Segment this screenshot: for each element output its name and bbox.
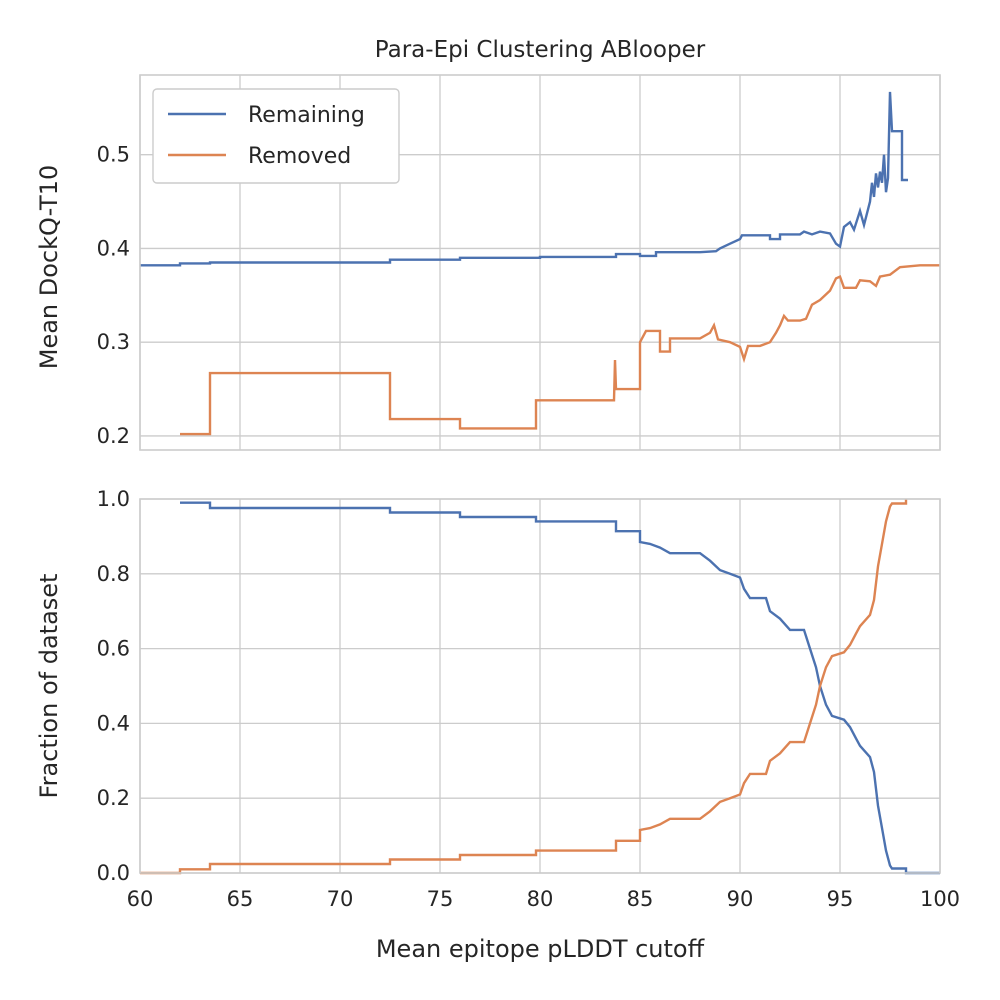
bottom-y-tick-label-3: 0.6: [97, 637, 130, 661]
top-y-tick-label-2: 0.4: [97, 236, 130, 260]
bottom-y-axis-label: Fraction of dataset: [35, 574, 63, 799]
legend-label-remaining: Remaining: [248, 103, 365, 128]
top-y-ticks: 0.2 0.3 0.4 0.5: [97, 143, 130, 448]
bottom-panel: 0.0 0.2 0.4 0.6 0.8 1.0 60 65 70 75 80 85 90 95 100 F…: [35, 487, 960, 963]
x-tick-label-7: 95: [827, 887, 854, 911]
top-panel: 0.2 0.3 0.4 0.5 Mean DockQ-T10 Remaining Re…: [35, 74, 941, 451]
x-tick-label-3: 75: [427, 887, 454, 911]
bottom-x-ticks: 60 65 70 75 80 85 90 95 100: [127, 887, 960, 911]
top-series-remaining-line: [140, 91, 908, 267]
legend: Remaining Removed: [152, 88, 400, 184]
bottom-plot-frame: [139, 498, 941, 874]
top-series-removed-line: [180, 264, 940, 436]
bottom-series-group: [140, 499, 940, 875]
x-tick-label-4: 80: [527, 887, 554, 911]
bottom-y-tick-label-1: 0.2: [97, 786, 130, 810]
bottom-series-remaining-line: [180, 501, 940, 875]
top-y-tick-label-0: 0.2: [97, 424, 130, 448]
top-y-axis-label: Mean DockQ-T10: [35, 165, 63, 370]
legend-label-removed: Removed: [248, 144, 351, 169]
bottom-x-axis-label: Mean epitope pLDDT cutoff: [376, 935, 705, 963]
top-chart-title: Para-Epi Clustering ABlooper: [375, 37, 706, 63]
legend-box: [152, 88, 400, 184]
bottom-y-tick-label-0: 0.0: [97, 861, 130, 885]
bottom-y-ticks: 0.0 0.2 0.4 0.6 0.8 1.0: [97, 487, 130, 885]
top-y-tick-label-1: 0.3: [97, 330, 130, 354]
top-plot-frame: [139, 74, 941, 451]
x-tick-label-5: 85: [627, 887, 654, 911]
top-series-group: [140, 91, 940, 436]
x-tick-label-0: 60: [127, 887, 154, 911]
bottom-y-tick-label-5: 1.0: [97, 487, 130, 511]
x-tick-label-2: 70: [327, 887, 354, 911]
bottom-y-tick-label-4: 0.8: [97, 562, 130, 586]
bottom-y-tick-label-2: 0.4: [97, 711, 130, 735]
bottom-series-removed-line: [140, 499, 908, 875]
x-tick-label-8: 100: [920, 887, 960, 911]
x-tick-label-6: 90: [727, 887, 754, 911]
top-y-tick-label-3: 0.5: [97, 143, 130, 167]
x-tick-label-1: 65: [227, 887, 254, 911]
